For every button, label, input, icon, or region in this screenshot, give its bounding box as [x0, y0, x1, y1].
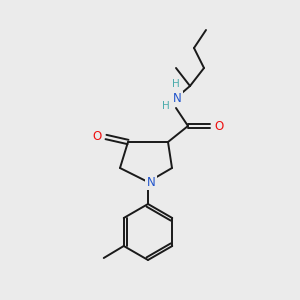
Text: H: H: [172, 79, 180, 89]
Text: H: H: [162, 101, 170, 111]
Text: O: O: [92, 130, 102, 142]
Text: N: N: [172, 92, 182, 106]
Text: N: N: [147, 176, 155, 188]
Text: O: O: [214, 119, 224, 133]
